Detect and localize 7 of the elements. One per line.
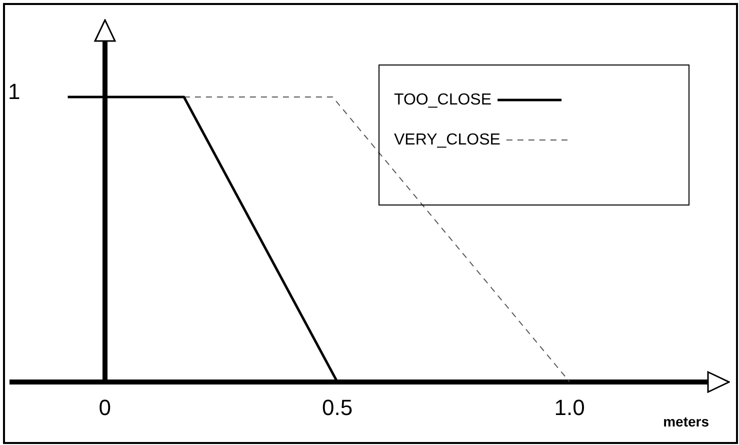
x-tick-label: 1.0 xyxy=(554,395,585,420)
x-tick-label: 0.5 xyxy=(322,395,353,420)
legend-label: TOO_CLOSE xyxy=(394,91,492,108)
legend-label: VERY_CLOSE xyxy=(394,131,500,148)
x-tick-label: 0 xyxy=(98,395,112,420)
annotation: 1 xyxy=(8,79,20,104)
x-axis-title: meters xyxy=(663,413,710,430)
